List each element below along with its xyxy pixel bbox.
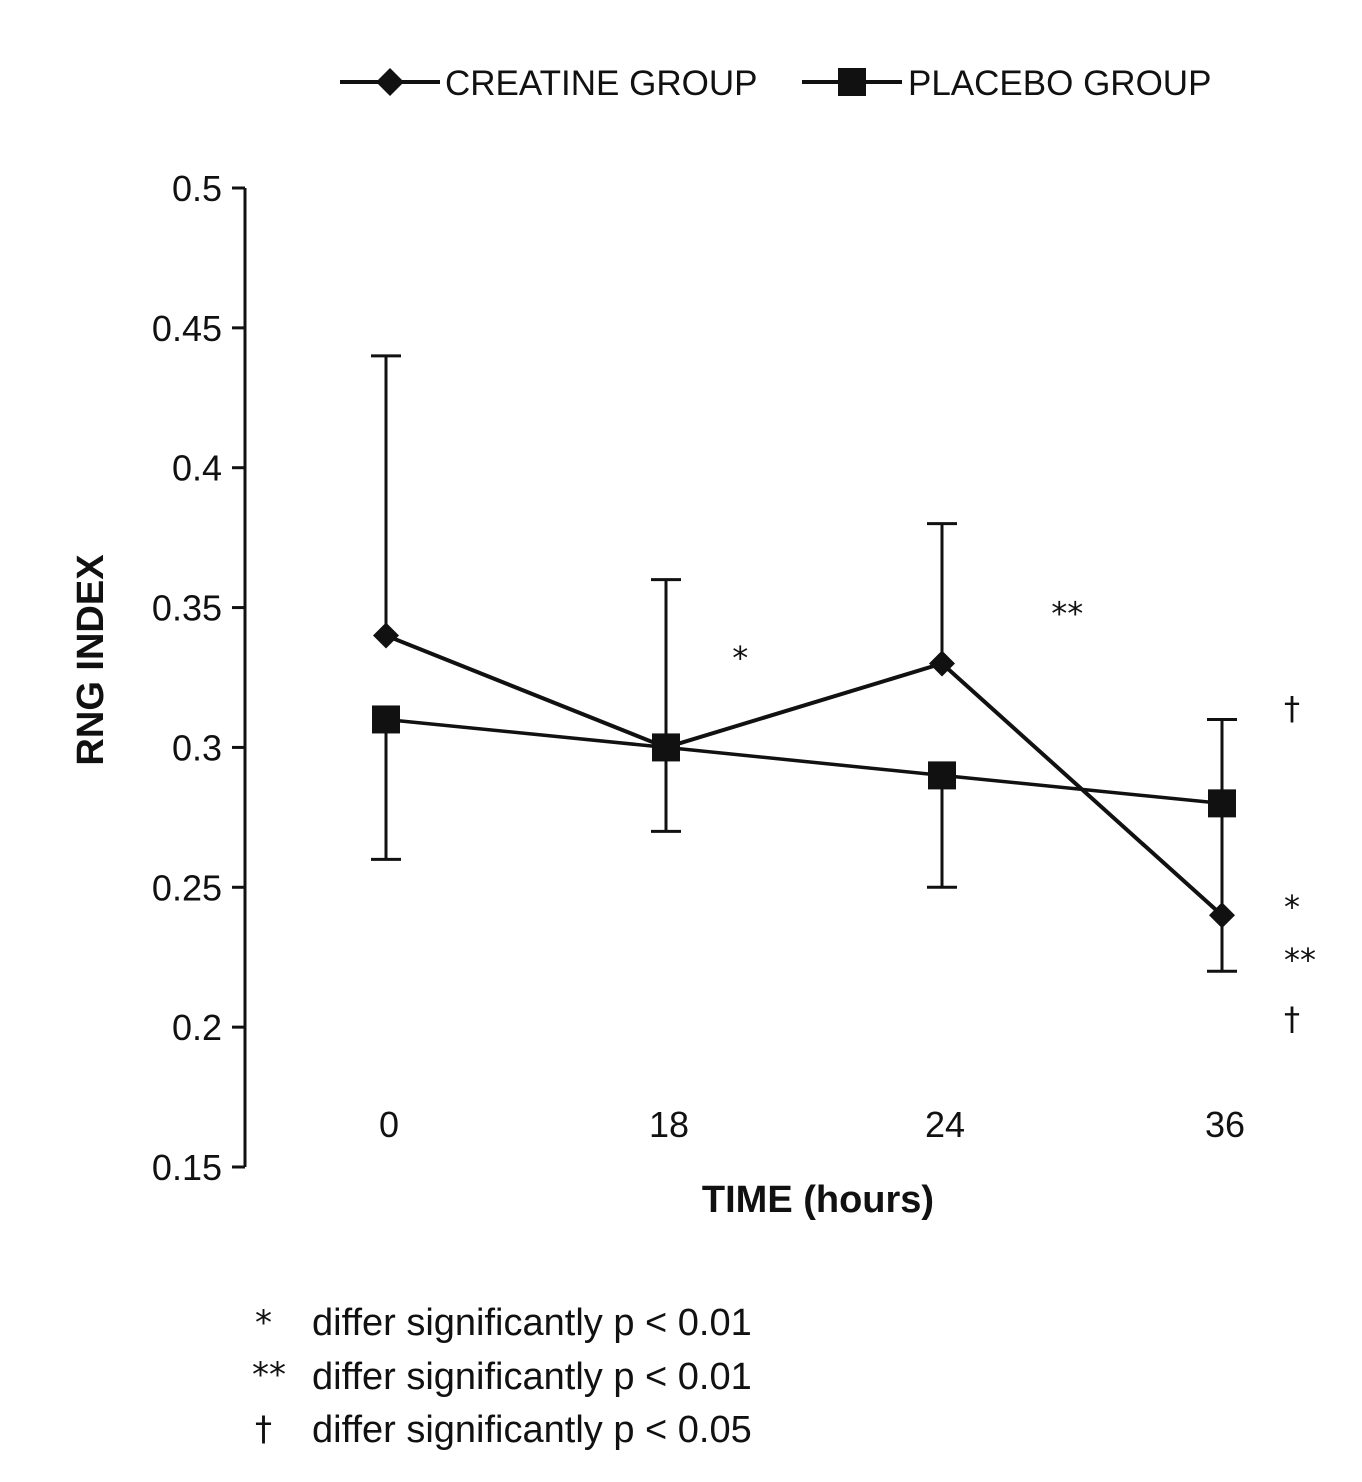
x-tick-label: 36	[1205, 1104, 1245, 1145]
significance-mark: †	[1284, 1000, 1300, 1038]
creatine-point	[373, 622, 399, 649]
y-tick-label: 0.35	[152, 588, 222, 629]
y-tick-label: 0.25	[152, 867, 222, 908]
placebo-point	[928, 761, 956, 790]
y-tick-label: 0.4	[172, 448, 222, 489]
x-axis-title: TIME (hours)	[702, 1179, 934, 1221]
y-tick-label: 0.5	[172, 168, 222, 209]
y-tick-label: 0.45	[152, 308, 222, 349]
significance-mark: **	[1051, 594, 1083, 632]
legend-label-placebo: PLACEBO GROUP	[908, 64, 1211, 103]
y-axis-title: RNG INDEX	[70, 554, 112, 766]
footnote-text-2: differ significantly p < 0.01	[312, 1356, 752, 1398]
significance-mark: †	[1284, 689, 1300, 727]
y-tick-label: 0.2	[172, 1007, 222, 1048]
y-tick-label: 0.3	[172, 727, 222, 768]
x-tick-labels: 0 18 24 36	[379, 1104, 1245, 1145]
x-tick-label: 0	[379, 1104, 399, 1145]
creatine-point	[929, 650, 955, 677]
footnote-symbol-1: *	[255, 1303, 272, 1343]
legend-label-creatine: CREATINE GROUP	[445, 64, 757, 103]
y-tick-label: 0.15	[152, 1147, 222, 1188]
series-markers	[372, 622, 1236, 929]
error-bars	[371, 354, 1237, 973]
footnote-text-3: differ significantly p < 0.05	[312, 1409, 752, 1451]
footnote-symbol-3: †	[255, 1409, 272, 1449]
legend: CREATINE GROUP PLACEBO GROUP	[340, 64, 1211, 103]
legend-item-creatine: CREATINE GROUP	[340, 64, 757, 103]
footnote-symbol-2: **	[252, 1355, 286, 1395]
series-lines	[385, 633, 1224, 917]
significance-annotations: ***†***†	[732, 594, 1316, 1038]
significance-mark: *	[732, 639, 748, 677]
x-tick-label: 18	[649, 1104, 689, 1145]
significance-mark: **	[1284, 941, 1316, 979]
footnotes: * differ significantly p < 0.01 ** diffe…	[252, 1302, 752, 1451]
series-line-creatine	[385, 633, 1224, 917]
y-ticks: 0.5 0.45 0.4 0.35 0.3 0.25 0.2 0.15	[152, 168, 245, 1188]
footnote-text-1: differ significantly p < 0.01	[312, 1302, 752, 1344]
significance-mark: *	[1284, 888, 1300, 926]
placebo-point	[1208, 789, 1236, 818]
series-line-placebo	[385, 717, 1223, 806]
placebo-point	[652, 733, 680, 762]
creatine-point	[1209, 902, 1235, 929]
placebo-point	[372, 705, 400, 734]
legend-item-placebo: PLACEBO GROUP	[802, 64, 1211, 103]
x-tick-label: 24	[925, 1104, 965, 1145]
